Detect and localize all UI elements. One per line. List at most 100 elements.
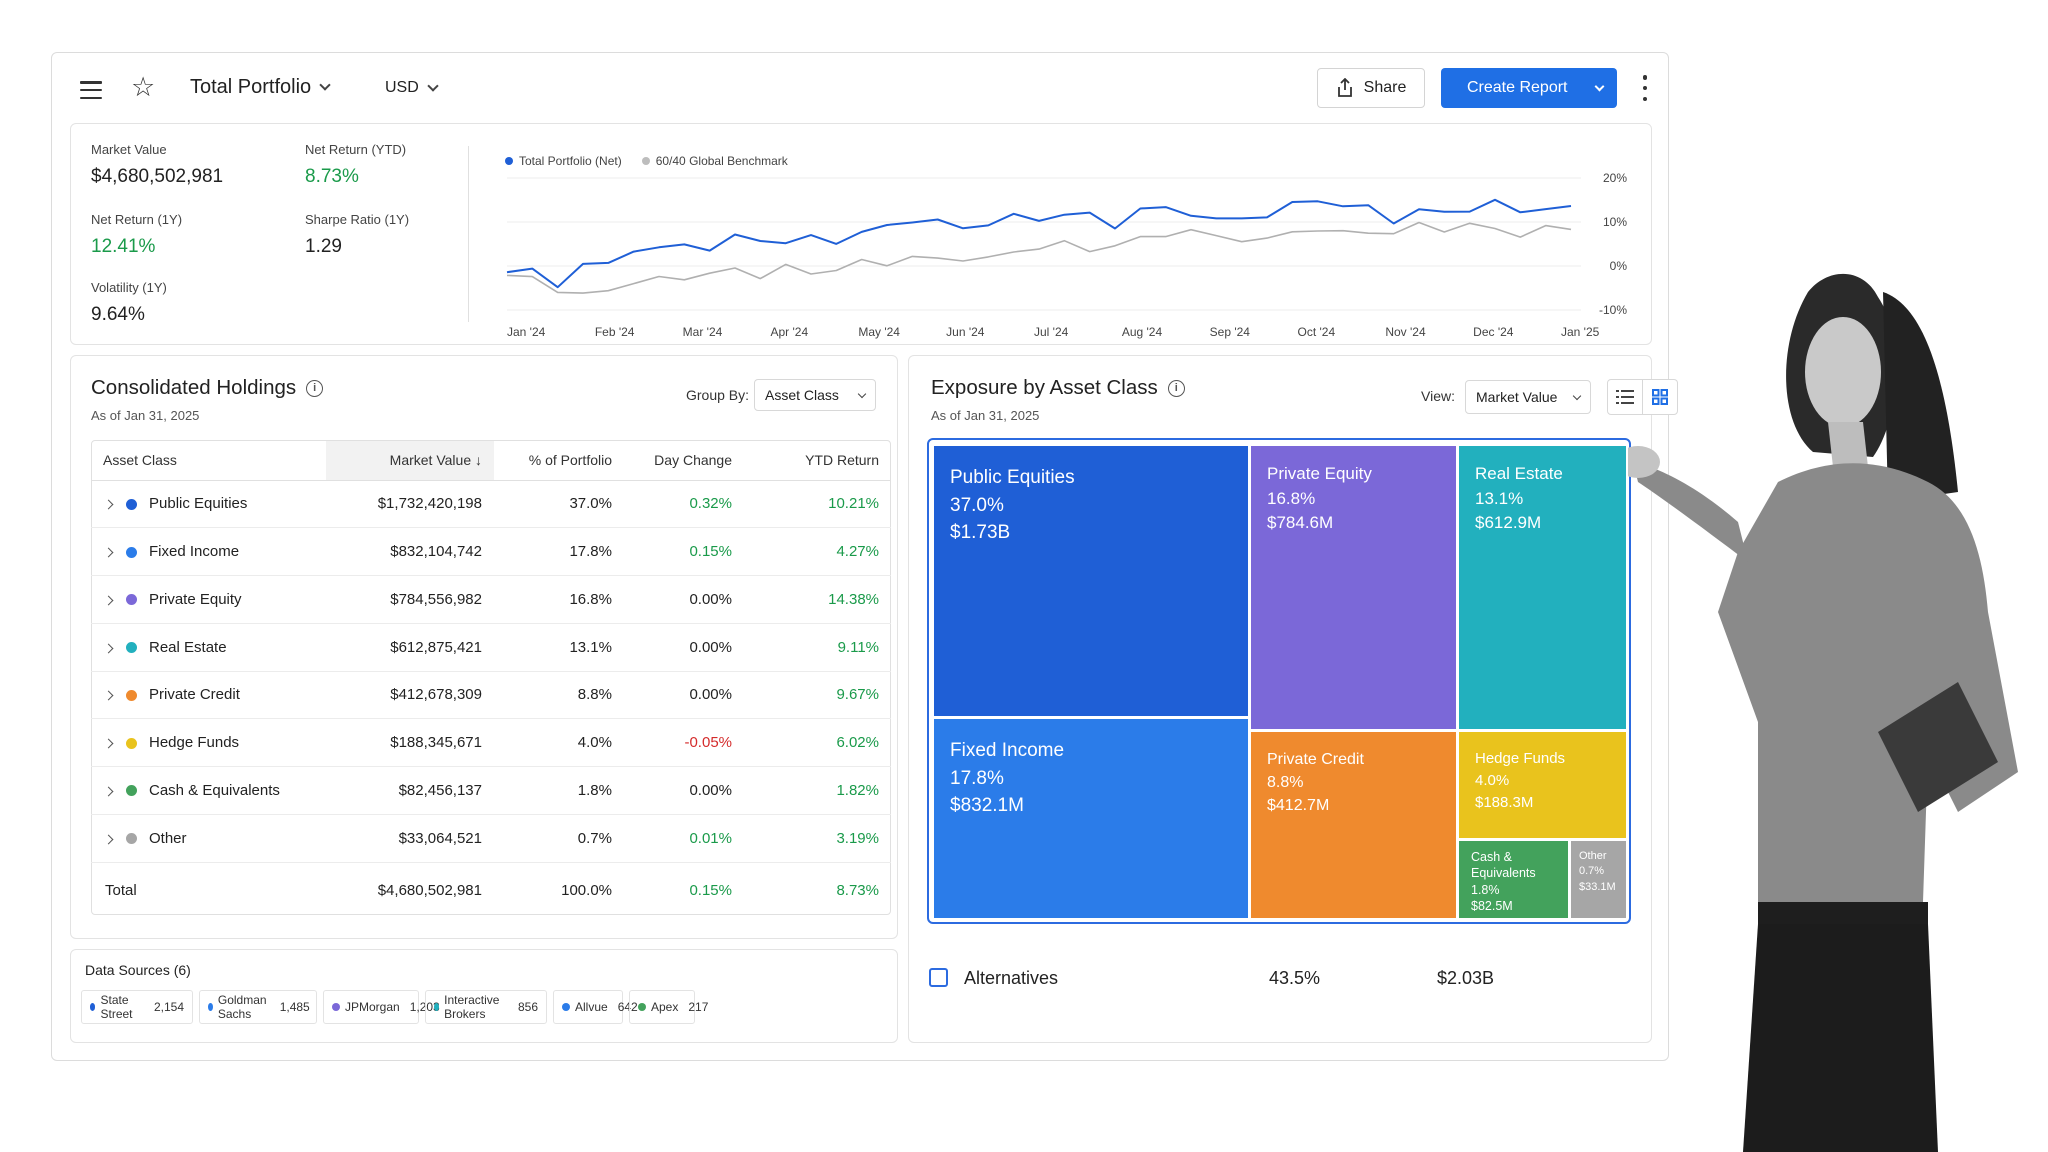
asset-color-dot	[126, 642, 137, 654]
data-source-count: 642	[617, 1000, 638, 1014]
share-button[interactable]: Share	[1317, 68, 1425, 108]
view-label: View:	[1421, 388, 1455, 404]
total-market-value: $4,680,502,981	[377, 881, 482, 899]
view-select[interactable]: Market Value	[1465, 380, 1591, 414]
asset-class-cell[interactable]: Private Credit	[91, 671, 326, 720]
asset-class-cell[interactable]: Fixed Income	[91, 527, 326, 576]
data-source-count: 2,154	[153, 1000, 184, 1014]
asset-class-cell[interactable]: Hedge Funds	[91, 718, 326, 767]
chevron-right-icon[interactable]	[103, 834, 114, 845]
data-source-chip[interactable]: JPMorgan 1,203	[323, 990, 440, 1024]
asset-class-name: Other	[149, 829, 187, 847]
asset-color-dot	[126, 689, 137, 701]
data-source-chip[interactable]: Interactive Brokers 856	[425, 990, 547, 1024]
column-header[interactable]: Asset Class	[91, 440, 326, 481]
list-view-icon[interactable]	[1607, 379, 1643, 415]
chevron-right-icon[interactable]	[103, 499, 114, 510]
column-header[interactable]: Day Change	[624, 440, 744, 481]
tile-fixed-income[interactable]: Fixed Income 17.8% $832.1M	[934, 719, 1248, 918]
asset-class-cell[interactable]: Real Estate	[91, 623, 326, 672]
chevron-right-icon[interactable]	[103, 547, 114, 558]
x-tick-label: Apr '24	[771, 325, 809, 339]
tile-pct: 4.0%	[1475, 771, 1510, 789]
info-icon[interactable]: i	[1167, 379, 1185, 397]
group-by-select[interactable]: Asset Class	[754, 379, 876, 411]
column-header[interactable]: % of Portfolio	[494, 440, 624, 481]
create-report-button[interactable]: Create Report	[1441, 68, 1617, 108]
table-row[interactable]: Hedge Funds $188,345,671 4.0% -0.05% 6.02%	[91, 718, 891, 767]
data-source-name-wrap: Allvue	[562, 1000, 608, 1014]
table-row[interactable]: Real Estate $612,875,421 13.1% 0.00% 9.11%	[91, 623, 891, 672]
info-icon[interactable]: i	[306, 379, 324, 397]
holdings-card: Consolidated Holdings i As of Jan 31, 20…	[70, 355, 898, 939]
table-header-row: Asset Class Market Value ↓ % of Portfoli…	[91, 440, 891, 481]
chevron-right-icon[interactable]	[103, 690, 114, 701]
chevron-right-icon[interactable]	[103, 595, 114, 606]
chevron-down-icon	[427, 79, 439, 92]
tile-value: $33.1M	[1579, 880, 1616, 893]
tile-other[interactable]: Other 0.7% $33.1M	[1571, 841, 1626, 918]
tile-cash-equivalents[interactable]: Cash & Equivalents 1.8% $82.5M	[1459, 841, 1568, 918]
table-row[interactable]: Cash & Equivalents $82,456,137 1.8% 0.00% 1.…	[91, 766, 891, 815]
column-header-sorted[interactable]: Market Value ↓	[326, 440, 494, 481]
data-source-name: Interactive Brokers	[444, 993, 500, 1021]
data-source-count: 217	[688, 1000, 709, 1014]
chevron-right-icon[interactable]	[103, 786, 114, 797]
tile-private-credit[interactable]: Private Credit 8.8% $412.7M	[1251, 732, 1456, 918]
alternatives-checkbox[interactable]	[929, 968, 948, 987]
data-source-chip[interactable]: Allvue 642	[553, 990, 638, 1024]
chevron-down-icon	[857, 389, 867, 398]
total-label: Total	[105, 881, 137, 899]
legend-dot	[505, 157, 513, 165]
asset-class-cell[interactable]: Private Equity	[91, 575, 326, 624]
tile-value: $188.3M	[1475, 793, 1534, 811]
x-tick-label: Jun '24	[946, 325, 985, 339]
more-options-icon[interactable]	[1642, 75, 1648, 101]
chevron-right-icon[interactable]	[103, 643, 114, 654]
tile-public-equities[interactable]: Public Equities 37.0% $1.73B	[934, 446, 1248, 716]
ytd-return-cell: 3.19%	[744, 814, 891, 863]
asset-class-name: Cash & Equivalents	[149, 781, 280, 799]
net-return-1y-label: Net Return (1Y)	[91, 212, 183, 227]
pct-portfolio-cell: 13.1%	[494, 623, 624, 672]
portfolio-selector[interactable]: Total Portfolio	[190, 76, 331, 99]
table-row[interactable]: Fixed Income $832,104,742 17.8% 0.15% 4.27%	[91, 527, 891, 576]
asset-class-cell[interactable]: Public Equities	[91, 480, 326, 529]
currency-selector[interactable]: USD	[385, 79, 439, 97]
asset-class-cell[interactable]: Cash & Equivalents	[91, 766, 326, 815]
table-row[interactable]: Private Credit $412,678,309 8.8% 0.00% 9.67%	[91, 671, 891, 720]
day-change-cell: 0.00%	[624, 623, 744, 672]
view-value: Market Value	[1476, 389, 1558, 405]
asset-class-cell[interactable]: Other	[91, 814, 326, 863]
exposure-title: Exposure by Asset Class	[931, 376, 1158, 399]
column-header[interactable]: YTD Return	[744, 440, 891, 481]
data-source-chip[interactable]: Apex 217	[629, 990, 708, 1024]
day-change-cell: 0.32%	[624, 480, 744, 529]
y-tick-label: 20%	[1603, 171, 1627, 185]
exposure-as-of: As of Jan 31, 2025	[931, 408, 1040, 423]
create-report-dropdown[interactable]	[1581, 68, 1617, 108]
pct-portfolio-cell: 37.0%	[494, 480, 624, 529]
net-return-1y: 12.41%	[91, 236, 156, 257]
table-row[interactable]: Public Equities $1,732,420,198 37.0% 0.32% 1…	[91, 480, 891, 529]
ytd-return-cell: 9.11%	[744, 623, 891, 672]
chevron-right-icon[interactable]	[103, 738, 114, 749]
sharpe-ratio: 1.29	[305, 236, 342, 257]
source-color-dot	[208, 1003, 213, 1011]
grid-view-icon[interactable]	[1642, 379, 1678, 415]
pct-portfolio-cell: 4.0%	[494, 718, 624, 767]
hamburger-menu-icon[interactable]	[80, 81, 102, 99]
volatility-label: Volatility (1Y)	[91, 280, 167, 295]
data-source-chip[interactable]: State Street 2,154	[81, 990, 193, 1024]
tile-hedge-funds[interactable]: Hedge Funds 4.0% $188.3M	[1459, 732, 1626, 838]
tile-private-equity[interactable]: Private Equity 16.8% $784.6M	[1251, 446, 1456, 729]
pct-portfolio-cell: 0.7%	[494, 814, 624, 863]
table-row[interactable]: Private Equity $784,556,982 16.8% 0.00% 14.3…	[91, 575, 891, 624]
tile-pct: 0.7%	[1579, 865, 1605, 878]
data-source-chip[interactable]: Goldman Sachs 1,485	[199, 990, 317, 1024]
asset-color-dot	[126, 546, 137, 558]
star-icon[interactable]: ☆	[131, 72, 156, 102]
tile-name: Real Estate	[1475, 464, 1563, 483]
table-row[interactable]: Other $33,064,521 0.7% 0.01% 3.19%	[91, 814, 891, 863]
tile-real-estate[interactable]: Real Estate 13.1% $612.9M	[1459, 446, 1626, 729]
